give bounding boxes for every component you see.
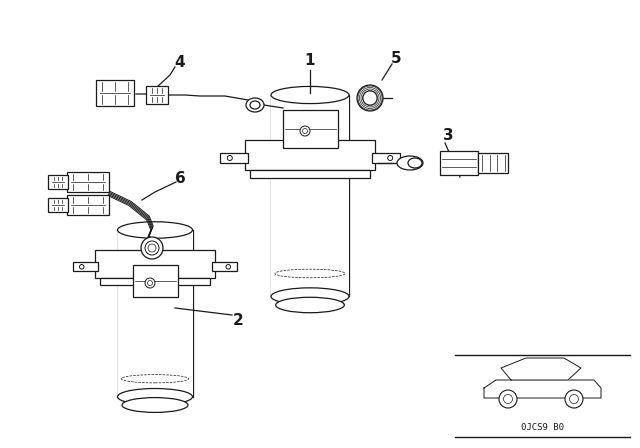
Bar	[48, 198, 68, 212]
Bar	[118, 230, 193, 397]
Circle shape	[388, 155, 393, 160]
Text: 0JCS9 B0: 0JCS9 B0	[521, 423, 564, 432]
Bar	[132, 265, 177, 297]
Ellipse shape	[276, 297, 344, 313]
Circle shape	[565, 390, 583, 408]
FancyBboxPatch shape	[220, 153, 248, 163]
FancyBboxPatch shape	[100, 278, 210, 285]
Text: 1: 1	[305, 52, 316, 68]
Ellipse shape	[118, 222, 193, 238]
Bar	[67, 172, 109, 192]
Circle shape	[147, 280, 152, 285]
FancyBboxPatch shape	[212, 262, 237, 271]
Bar	[146, 86, 168, 104]
Ellipse shape	[250, 101, 260, 109]
FancyBboxPatch shape	[73, 262, 98, 271]
Circle shape	[504, 395, 513, 404]
Circle shape	[145, 241, 159, 255]
Circle shape	[148, 244, 156, 252]
Ellipse shape	[122, 397, 188, 413]
Text: 2: 2	[232, 313, 243, 327]
Circle shape	[570, 395, 579, 404]
Bar	[48, 175, 68, 189]
Ellipse shape	[408, 158, 422, 168]
Circle shape	[499, 390, 517, 408]
Ellipse shape	[246, 98, 264, 112]
Bar	[67, 195, 109, 215]
Bar	[478, 153, 508, 173]
Ellipse shape	[118, 388, 193, 405]
FancyBboxPatch shape	[245, 140, 375, 170]
Ellipse shape	[397, 156, 423, 170]
Circle shape	[303, 129, 307, 134]
Ellipse shape	[271, 288, 349, 305]
Circle shape	[145, 278, 155, 288]
Circle shape	[357, 85, 383, 111]
Circle shape	[227, 155, 232, 160]
Ellipse shape	[271, 86, 349, 103]
Polygon shape	[484, 380, 601, 398]
Circle shape	[363, 91, 377, 105]
Bar	[271, 95, 349, 297]
Text: 5: 5	[390, 51, 401, 65]
Bar	[440, 151, 478, 175]
Text: 6: 6	[175, 171, 186, 185]
Circle shape	[300, 126, 310, 136]
Circle shape	[226, 265, 230, 269]
FancyBboxPatch shape	[250, 170, 370, 178]
FancyBboxPatch shape	[372, 153, 400, 163]
Text: 4: 4	[175, 55, 186, 69]
Text: 3: 3	[443, 128, 453, 142]
Bar	[282, 110, 337, 148]
Bar	[96, 80, 134, 106]
FancyBboxPatch shape	[95, 250, 215, 278]
Circle shape	[141, 237, 163, 259]
Polygon shape	[501, 358, 581, 380]
Circle shape	[79, 265, 84, 269]
